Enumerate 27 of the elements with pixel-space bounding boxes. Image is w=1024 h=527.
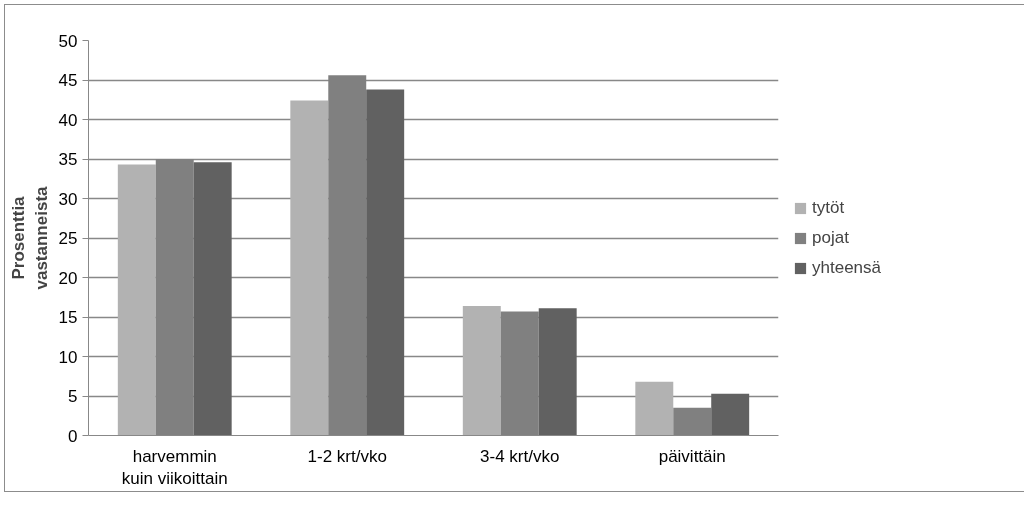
y-tick-label: 25 (58, 229, 78, 248)
y-tick-label: 35 (58, 150, 78, 169)
bar (366, 89, 405, 436)
bar (711, 393, 750, 436)
y-tick-label: 10 (58, 347, 78, 367)
legend-label: yhteensä (812, 257, 881, 278)
x-tick-label: harvemmin kuin viikoittain (121, 446, 228, 489)
x-tick-label: 1-2 krt/vko (307, 446, 387, 466)
bar (117, 164, 156, 436)
x-tick-label: päivittäin (658, 446, 726, 466)
y-tick-label: 20 (58, 268, 78, 288)
bar (193, 162, 232, 436)
y-tick-label: 50 (58, 31, 78, 51)
y-tick-label: 45 (58, 71, 78, 90)
y-tick-label: 30 (58, 189, 78, 209)
y-tick-label: 0 (68, 426, 78, 446)
legend-label: tytöt (812, 197, 845, 218)
x-tick-label: 3-4 krt/vko (480, 446, 560, 466)
y-axis-title: Prosenttia vastanneista (8, 185, 51, 290)
y-tick-label: 5 (68, 387, 78, 406)
y-tick-label: 15 (58, 308, 78, 327)
bar (462, 305, 501, 436)
legend-label: pojat (812, 227, 849, 248)
bar (290, 100, 329, 436)
y-tick-label: 40 (58, 110, 78, 130)
bar (635, 381, 674, 436)
bar (538, 308, 577, 436)
